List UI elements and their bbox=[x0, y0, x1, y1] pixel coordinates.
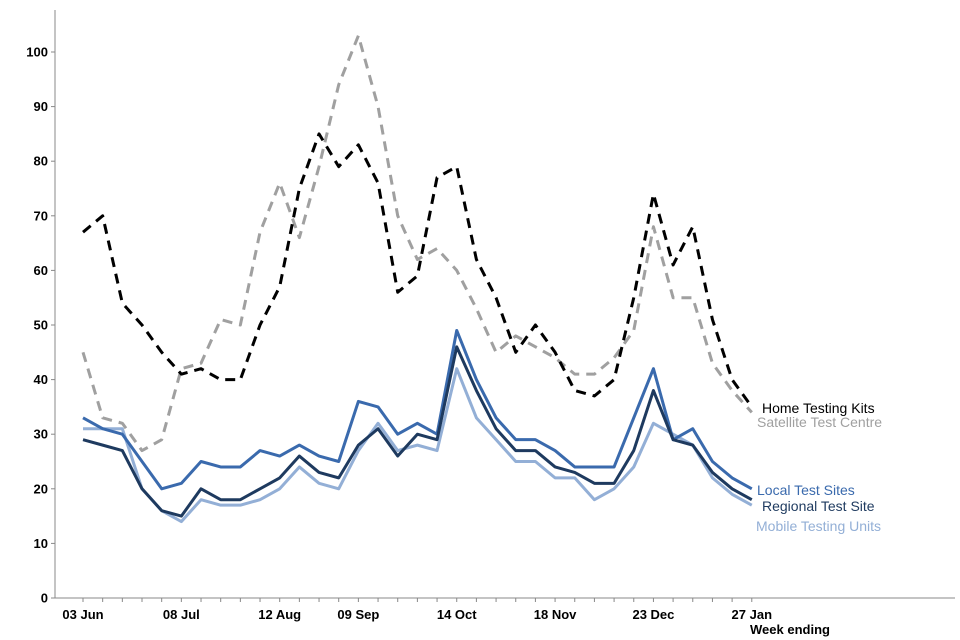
y-tick-label: 100 bbox=[26, 45, 48, 60]
x-tick-label: 27 Jan bbox=[732, 607, 773, 622]
y-tick-label: 90 bbox=[34, 99, 48, 114]
x-tick-label: 14 Oct bbox=[437, 607, 477, 622]
x-tick-label: 18 Nov bbox=[534, 607, 577, 622]
y-tick-label: 40 bbox=[34, 372, 48, 387]
y-tick-label: 60 bbox=[34, 263, 48, 278]
series-line-mobile-testing-units bbox=[83, 367, 753, 524]
y-tick-label: 10 bbox=[34, 536, 48, 551]
x-tick-label: 03 Jun bbox=[62, 607, 103, 622]
x-tick-label: 23 Dec bbox=[632, 607, 674, 622]
series-line-home-testing-kits bbox=[82, 132, 753, 408]
x-tick-label: 09 Sep bbox=[337, 607, 379, 622]
series-label: Home Testing Kits bbox=[762, 400, 875, 416]
y-tick-label: 0 bbox=[41, 591, 48, 606]
x-axis-label: Week ending bbox=[750, 622, 830, 637]
series-label: Mobile Testing Units bbox=[756, 518, 881, 534]
series-line-satellite-test-centre bbox=[81, 34, 753, 453]
y-tick-label: 30 bbox=[34, 427, 48, 442]
x-tick-label: 08 Jul bbox=[163, 607, 200, 622]
series-label: Local Test Sites bbox=[757, 482, 855, 498]
y-tick-label: 20 bbox=[34, 481, 48, 496]
series-label: Regional Test Site bbox=[762, 498, 875, 514]
series-line-local-test-sites bbox=[82, 328, 753, 491]
series-line-regional-test-site bbox=[82, 345, 753, 518]
x-tick-label: 12 Aug bbox=[258, 607, 301, 622]
series-label: Satellite Test Centre bbox=[757, 414, 882, 430]
y-tick-label: 70 bbox=[34, 208, 48, 223]
y-tick-label: 80 bbox=[34, 154, 48, 169]
y-tick-label: 50 bbox=[34, 318, 48, 333]
